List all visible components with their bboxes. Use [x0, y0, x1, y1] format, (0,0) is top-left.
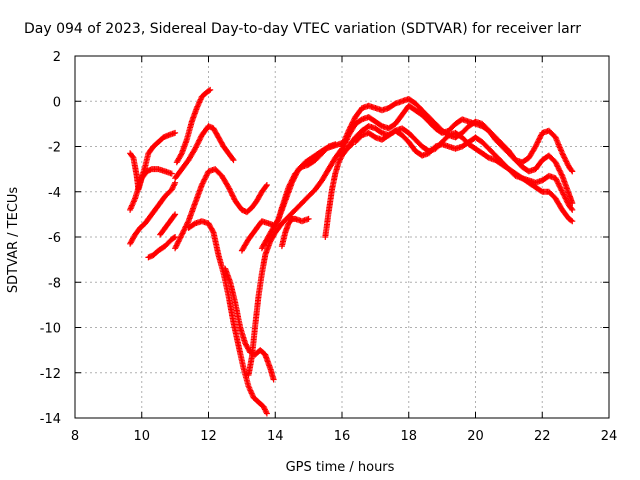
x-tick-label: 14: [267, 429, 284, 444]
series-arc-2: [127, 129, 179, 213]
y-tick-label: -6: [48, 231, 61, 246]
y-axis-label: SDTVAR / TECUs: [6, 187, 21, 294]
data-point: [172, 129, 179, 136]
data-point: [537, 132, 544, 139]
y-tick-label: -4: [48, 186, 61, 201]
y-tick-label: -14: [40, 412, 61, 427]
data-points: [127, 86, 576, 417]
data-point: [555, 182, 562, 188]
data-point: [178, 151, 185, 158]
data-point: [193, 143, 200, 149]
data-point: [559, 150, 566, 157]
data-point: [228, 189, 235, 196]
y-tick-label: -8: [48, 276, 61, 291]
y-tick-label: -2: [48, 141, 61, 156]
data-point: [207, 86, 214, 93]
x-tick-label: 8: [71, 429, 79, 444]
series-arc-3: [127, 179, 179, 247]
series-arc-8: [172, 166, 270, 252]
data-point: [170, 182, 177, 189]
data-point: [568, 167, 575, 174]
data-point: [552, 175, 559, 182]
data-point: [569, 218, 576, 225]
data-point: [171, 234, 177, 241]
x-tick-label: 16: [334, 429, 351, 444]
data-point: [560, 191, 567, 198]
data-point: [176, 235, 183, 242]
x-tick-label: 18: [400, 429, 417, 444]
series-arc-19: [352, 127, 576, 225]
data-point: [226, 185, 233, 192]
y-tick-label: -12: [40, 367, 61, 382]
data-point: [184, 219, 191, 226]
data-point: [558, 171, 565, 178]
data-point: [563, 198, 570, 205]
x-axis-label: GPS time / hours: [286, 460, 395, 475]
grid: [75, 56, 609, 418]
data-point: [568, 205, 575, 212]
data-point: [533, 142, 540, 149]
data-point: [534, 139, 541, 146]
y-tick-label: -10: [40, 322, 61, 337]
x-tick-label: 10: [133, 429, 150, 444]
data-point: [556, 167, 563, 174]
series-arc-14: [278, 215, 312, 250]
data-point: [171, 212, 178, 219]
data-point: [561, 154, 568, 161]
series-arc-5: [157, 211, 179, 238]
data-point: [553, 162, 560, 169]
data-point: [337, 156, 343, 163]
data-point: [168, 170, 175, 177]
x-tick-label: 24: [601, 429, 618, 444]
data-point: [285, 184, 292, 191]
y-tick-label: 2: [53, 50, 61, 65]
data-point: [305, 215, 312, 222]
data-point: [569, 206, 576, 213]
series-arc-13: [238, 141, 339, 254]
data-point: [535, 136, 542, 143]
series-arc-11: [245, 145, 345, 378]
series-arc-1: [127, 150, 175, 193]
data-point: [172, 211, 179, 218]
x-tick-label: 12: [200, 429, 217, 444]
series-arc-7: [172, 123, 237, 182]
data-point: [563, 159, 570, 166]
data-point: [270, 376, 277, 383]
data-point: [553, 177, 560, 184]
data-point: [347, 124, 353, 131]
plot-frame: [74, 55, 610, 419]
data-point: [561, 194, 568, 201]
data-point: [557, 184, 564, 191]
data-point: [559, 188, 566, 195]
series-arc-6: [173, 86, 214, 166]
y-tick-label: 0: [53, 95, 61, 110]
data-point: [206, 87, 213, 94]
data-point: [263, 183, 270, 190]
series-arc-4: [145, 234, 179, 261]
data-point: [178, 231, 185, 238]
data-point: [201, 176, 208, 183]
data-point: [555, 164, 562, 171]
data-point: [263, 410, 270, 417]
data-point: [569, 168, 576, 175]
data-point: [209, 228, 216, 235]
data-point: [562, 157, 569, 164]
data-point: [263, 182, 270, 188]
chart-title: Day 094 of 2023, Sidereal Day-to-day VTE…: [24, 21, 581, 37]
data-point: [172, 234, 179, 240]
data-point: [568, 217, 575, 224]
x-tick-label: 22: [534, 429, 551, 444]
data-point: [229, 155, 236, 162]
data-point: [230, 157, 237, 164]
data-point: [332, 141, 339, 148]
x-tick-label: 20: [467, 429, 484, 444]
